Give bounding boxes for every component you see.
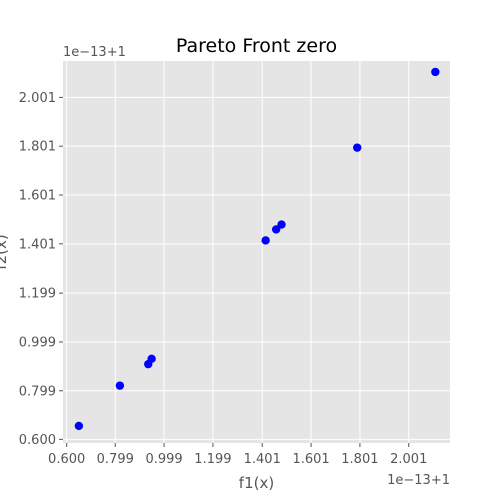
- x-axis-offset-label: 1e−13+1: [387, 473, 450, 488]
- chart-title: Pareto Front zero: [176, 35, 337, 57]
- x-axis-label: f1(x): [239, 474, 274, 492]
- x-tick-label: 1.199: [194, 452, 231, 467]
- x-tick-label: 0.600: [48, 452, 85, 467]
- y-axis-ticks: 0.600 0.799 0.999 1.199 1.401 1.601 1.801 2.001: [19, 91, 63, 448]
- x-tick-label: 1.801: [341, 452, 378, 467]
- x-tick-label: 2.001: [390, 452, 427, 467]
- data-point: [353, 143, 362, 152]
- y-tick-label: 1.801: [19, 140, 56, 155]
- data-point: [271, 225, 281, 234]
- gridlines: [63, 61, 450, 443]
- data-points: [74, 67, 440, 431]
- y-tick-label: 1.199: [19, 287, 56, 302]
- plot-area: [63, 61, 450, 443]
- x-tick-label: 0.999: [145, 452, 182, 467]
- y-tick-label: 0.999: [19, 335, 56, 350]
- data-point: [147, 354, 156, 363]
- y-axis-label: f2(x): [0, 234, 10, 269]
- data-point: [277, 220, 286, 229]
- y-tick-label: 1.401: [19, 237, 56, 252]
- y-tick-label: 2.001: [19, 91, 56, 106]
- data-point: [431, 67, 440, 77]
- x-tick-label: 1.601: [292, 452, 329, 467]
- data-point: [74, 421, 84, 431]
- x-tick-label: 1.401: [244, 452, 281, 467]
- x-tick-label: 0.799: [97, 452, 134, 467]
- data-point: [261, 236, 270, 245]
- x-axis-ticks: 0.600 0.799 0.999 1.199 1.401 1.601 1.801 2.001: [48, 443, 427, 467]
- y-tick-label: 1.601: [19, 189, 56, 204]
- y-axis-offset-label: 1e−13+1: [63, 45, 126, 60]
- data-point: [115, 381, 125, 390]
- y-tick-label: 0.600: [19, 433, 56, 448]
- y-tick-label: 0.799: [19, 384, 56, 399]
